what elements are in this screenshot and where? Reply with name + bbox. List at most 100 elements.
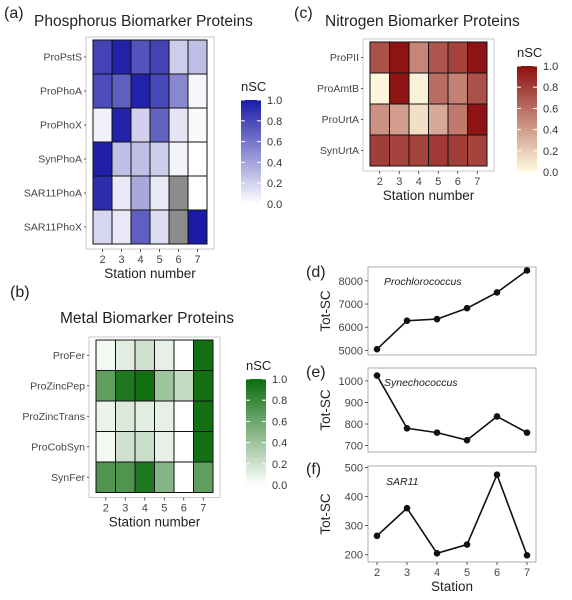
heatmap-cell: [193, 339, 214, 371]
legend-tick-label: 0.6: [543, 103, 558, 115]
row-label: ProZincTrans: [22, 411, 85, 423]
row-label: SAR11PhoX: [24, 222, 82, 234]
x-tick-label: 6: [494, 567, 500, 579]
heatmap-cell: [467, 134, 488, 167]
heatmap-cell: [428, 103, 449, 136]
heatmap-cell: [168, 209, 189, 245]
y-tick-label: 500: [345, 462, 363, 474]
heatmap-cell: [115, 461, 136, 493]
x-tick-label: 7: [474, 176, 480, 188]
heatmap-cell: [149, 209, 170, 245]
heatmap-cell: [130, 73, 151, 109]
series-line: [376, 269, 528, 350]
x-tick-label: 3: [404, 567, 410, 579]
plot-frame: [367, 465, 537, 563]
data-point: [433, 549, 441, 557]
y-tick-label: 300: [345, 521, 363, 533]
row-label: SAR11PhoA: [24, 188, 82, 200]
heatmap-cell: [428, 134, 449, 167]
row-label: ProPII: [330, 52, 359, 64]
heatmap-cell: [467, 103, 488, 136]
x-tick-label: 4: [142, 503, 148, 515]
sar11-line-chart: (f) SAR11 200 300 400 500 Tot-SC 2 3 4 5 6 7 Station: [306, 461, 537, 594]
y-tick-label: 1000: [339, 376, 363, 388]
heatmap-cell: [134, 339, 155, 371]
data-point: [463, 304, 471, 312]
x-tick-label: 4: [434, 567, 440, 579]
data-point: [493, 413, 501, 420]
heatmap-cell: [168, 73, 189, 109]
heatmap-cell: [193, 370, 214, 402]
panel-label: (f): [306, 461, 321, 478]
heatmap-cell: [149, 73, 170, 109]
row-label: ProPstS: [43, 52, 82, 64]
organism-label: SAR11: [386, 476, 419, 488]
heatmap-cell: [95, 370, 116, 402]
x-tick-label: 7: [524, 567, 530, 579]
panel-label: (b): [10, 284, 30, 301]
heatmap-cell: [115, 370, 136, 402]
heatmap-cell: [134, 431, 155, 463]
y-axis-title: Tot-SC: [318, 290, 333, 332]
legend-tick-label: 0.4: [267, 157, 282, 169]
heatmap-cell: [467, 41, 488, 74]
x-tick-label: 5: [435, 176, 441, 188]
x-tick-label: 2: [103, 503, 109, 515]
x-tick-label: 2: [377, 176, 383, 188]
data-point: [493, 471, 501, 479]
heatmap-cell: [115, 400, 136, 432]
organism-label: Synechococcus: [384, 377, 458, 389]
data-point: [463, 541, 471, 548]
y-tick-label: 400: [345, 492, 363, 504]
heatmap-cell: [187, 107, 208, 143]
heatmap-cell: [95, 400, 116, 432]
heatmap-cell: [187, 39, 208, 75]
legend-tick-label: 0.6: [267, 137, 282, 149]
heatmap-cell: [193, 431, 214, 463]
row-label: ProCobSyn: [31, 441, 85, 453]
heatmap-cell: [111, 175, 132, 211]
heatmap-cell: [154, 431, 175, 463]
heatmap-cell: [187, 73, 208, 109]
heatmap-cell: [168, 39, 189, 75]
heatmap-cell: [92, 39, 113, 75]
legend-tick-label: 0.8: [267, 116, 282, 128]
panel-label: (c): [294, 5, 313, 22]
x-tick-label: 5: [161, 503, 167, 515]
metal-heatmap: (b) Metal Biomarker Proteins ProFer ProZinc…: [10, 284, 287, 530]
data-point: [523, 429, 531, 436]
heatmap-cell: [193, 461, 214, 493]
heatmap-cell: [130, 107, 151, 143]
data-point: [463, 436, 471, 444]
heatmap-cell: [408, 72, 429, 105]
heatmap-cell: [168, 107, 189, 143]
legend-tick-label: 0.4: [543, 125, 558, 137]
heatmap-cell: [154, 370, 175, 402]
legend-colorbar: [517, 66, 537, 172]
y-tick-label: 5000: [339, 345, 363, 357]
heatmap-cell: [168, 141, 189, 177]
heatmap-cell: [130, 175, 151, 211]
row-label: SynPhoA: [38, 154, 82, 166]
row-label: ProZincPep: [30, 380, 85, 392]
x-tick-label: 7: [200, 503, 206, 515]
heatmap-cell: [134, 400, 155, 432]
legend-tick-label: 0.6: [272, 416, 287, 428]
legend-tick-label: 0.0: [543, 167, 558, 179]
y-tick-label: 900: [345, 397, 363, 409]
panel-label: (d): [306, 264, 326, 281]
heatmap-cell: [92, 73, 113, 109]
data-point: [433, 429, 441, 436]
x-axis-title: Station: [431, 579, 473, 594]
data-point: [403, 425, 411, 432]
y-tick-label: 6000: [339, 322, 363, 334]
heatmap-cell: [134, 370, 155, 402]
heatmap-cell: [369, 41, 390, 74]
heatmap-cell: [92, 141, 113, 177]
heatmap-cell: [369, 103, 390, 136]
row-label: SynFer: [51, 472, 85, 484]
heatmap-cell: [111, 107, 132, 143]
legend-title: nSC: [517, 45, 542, 60]
y-tick-label: 200: [345, 550, 363, 562]
